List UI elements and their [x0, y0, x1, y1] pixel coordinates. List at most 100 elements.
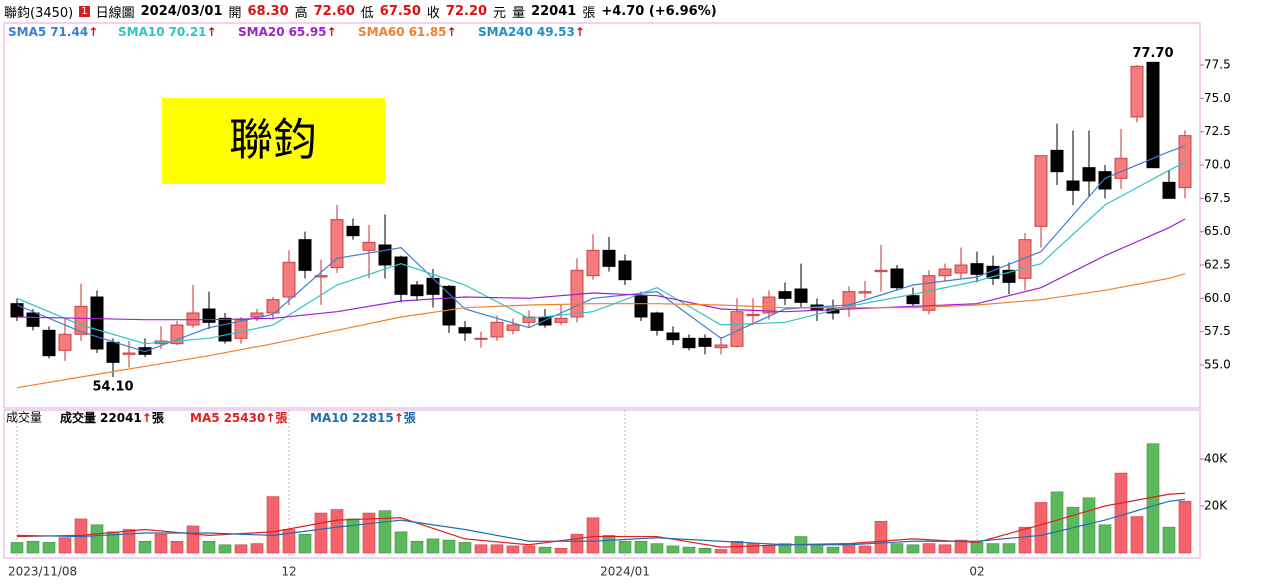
- badge[interactable]: 1: [79, 5, 90, 17]
- candle-body: [1050, 149, 1064, 173]
- quote-label: 低: [360, 5, 374, 21]
- volume-bar: [874, 520, 888, 554]
- legend-name: 成交量: [60, 410, 96, 425]
- y-tick-label: 62.5: [1204, 258, 1231, 272]
- annotation: 54.10: [92, 380, 133, 395]
- volume-bar: [410, 540, 424, 554]
- candle-body: [1082, 167, 1096, 182]
- quote-label: 高: [294, 5, 308, 21]
- candle-body: [1114, 157, 1128, 179]
- candle-body: [394, 256, 408, 295]
- volume-bar: [618, 540, 632, 554]
- legend-arrow: ↑: [265, 411, 275, 425]
- legend-name: SMA10: [118, 25, 165, 39]
- volume-bar: [202, 540, 216, 554]
- candle-body: [138, 347, 152, 355]
- panel-title: 成交量: [6, 410, 42, 425]
- candle-body: [218, 317, 232, 342]
- candle-body: [1162, 181, 1176, 199]
- legend-value: 70.21: [169, 25, 207, 39]
- candle-body: [1066, 180, 1080, 191]
- legend-entry: SMA5 71.44↑: [8, 25, 98, 39]
- volume-bar: [586, 517, 600, 554]
- candle-body: [362, 241, 376, 251]
- legend-arrow: ↑: [88, 25, 98, 39]
- volume-bar: [698, 547, 712, 554]
- volume-bar: [490, 544, 504, 554]
- x-tick-label: 02: [969, 565, 984, 579]
- legend-unit: 張: [404, 411, 417, 425]
- x-tick-label: 2024/01: [600, 565, 650, 579]
- y-tick-label: 40K: [1204, 452, 1228, 466]
- volume-bar: [522, 545, 536, 554]
- candle-body: [314, 275, 328, 278]
- annotation: 77.70: [1132, 46, 1173, 61]
- view[interactable]: 日線圖: [95, 5, 135, 21]
- price-panel: [3, 22, 1201, 409]
- volume: 22041: [531, 3, 577, 19]
- legend-entry: SMA10 70.21↑: [118, 25, 217, 39]
- volume-bar: [250, 543, 264, 554]
- stock-name: 聯鈞(3450): [4, 5, 74, 21]
- volume-bar: [346, 518, 360, 554]
- volume-bar: [1114, 472, 1128, 554]
- volume-bar: [986, 543, 1000, 554]
- quote-value: 72.20: [445, 3, 488, 19]
- candle-body: [298, 239, 312, 271]
- candle-body: [874, 269, 888, 273]
- candle-body: [714, 344, 728, 349]
- candle-body: [634, 295, 648, 318]
- candle-body: [474, 337, 488, 340]
- volume-bar: [1098, 524, 1112, 554]
- volume-bar: [42, 542, 56, 554]
- candle-body: [906, 295, 920, 305]
- candle-body: [746, 313, 760, 317]
- quote-value: 68.30: [247, 3, 289, 19]
- candle-body: [666, 332, 680, 341]
- volume-bar: [90, 524, 104, 554]
- legend-unit: 張: [275, 411, 288, 425]
- candle-body: [1098, 171, 1112, 190]
- watermark-box: [162, 98, 385, 184]
- volume-bar: [762, 545, 776, 554]
- candle-body: [698, 337, 712, 347]
- candle-body: [330, 219, 344, 269]
- ma-line: [16, 498, 1186, 546]
- candle-body: [490, 321, 504, 338]
- volume-label: 量: [512, 5, 526, 21]
- y-tick-label: 55.0: [1204, 358, 1231, 372]
- volume-bar: [426, 538, 440, 554]
- legend-value: 65.95: [289, 25, 327, 39]
- legend-entry: 成交量 22041↑張: [60, 410, 165, 425]
- y-tick-label: 65.0: [1204, 224, 1231, 238]
- legend-arrow: ↑: [207, 25, 217, 39]
- ma-line: [16, 492, 1186, 548]
- volume-bar: [138, 540, 152, 554]
- legend-entry: SMA240 49.53↑: [478, 25, 585, 39]
- legend-entry: SMA20 65.95↑: [238, 25, 337, 39]
- legend-entry: MA5 25430↑張: [190, 411, 288, 425]
- y-tick-label: 57.5: [1204, 324, 1231, 338]
- legend-name: SMA20: [238, 25, 285, 39]
- x-tick-label: 12: [281, 565, 296, 579]
- volume-bar: [1130, 516, 1144, 554]
- quote-label: 收: [426, 5, 440, 21]
- legend-value: 71.44: [50, 25, 88, 39]
- legend-name: MA5: [190, 411, 220, 425]
- candle-body: [234, 319, 248, 339]
- volume-bar: [58, 537, 72, 554]
- legend-arrow: ↑: [327, 25, 337, 39]
- volume-bar: [554, 547, 568, 554]
- volume-bar: [570, 533, 584, 554]
- y-tick-label: 67.5: [1204, 191, 1231, 205]
- volume-bar: [826, 546, 840, 554]
- candle-body: [266, 299, 280, 314]
- candle-body: [122, 352, 136, 355]
- change: +4.70 (+6.96%): [601, 3, 717, 19]
- y-tick-label: 70.0: [1204, 158, 1231, 172]
- candle-body: [42, 329, 56, 357]
- chart: 聯鈞 55.0 57.5 60.0 62.5 65.0 67.5 70.0 72.5 75.0 7…: [3, 22, 1231, 579]
- legend-value: 22815: [352, 411, 394, 425]
- volume-bar: [266, 496, 280, 554]
